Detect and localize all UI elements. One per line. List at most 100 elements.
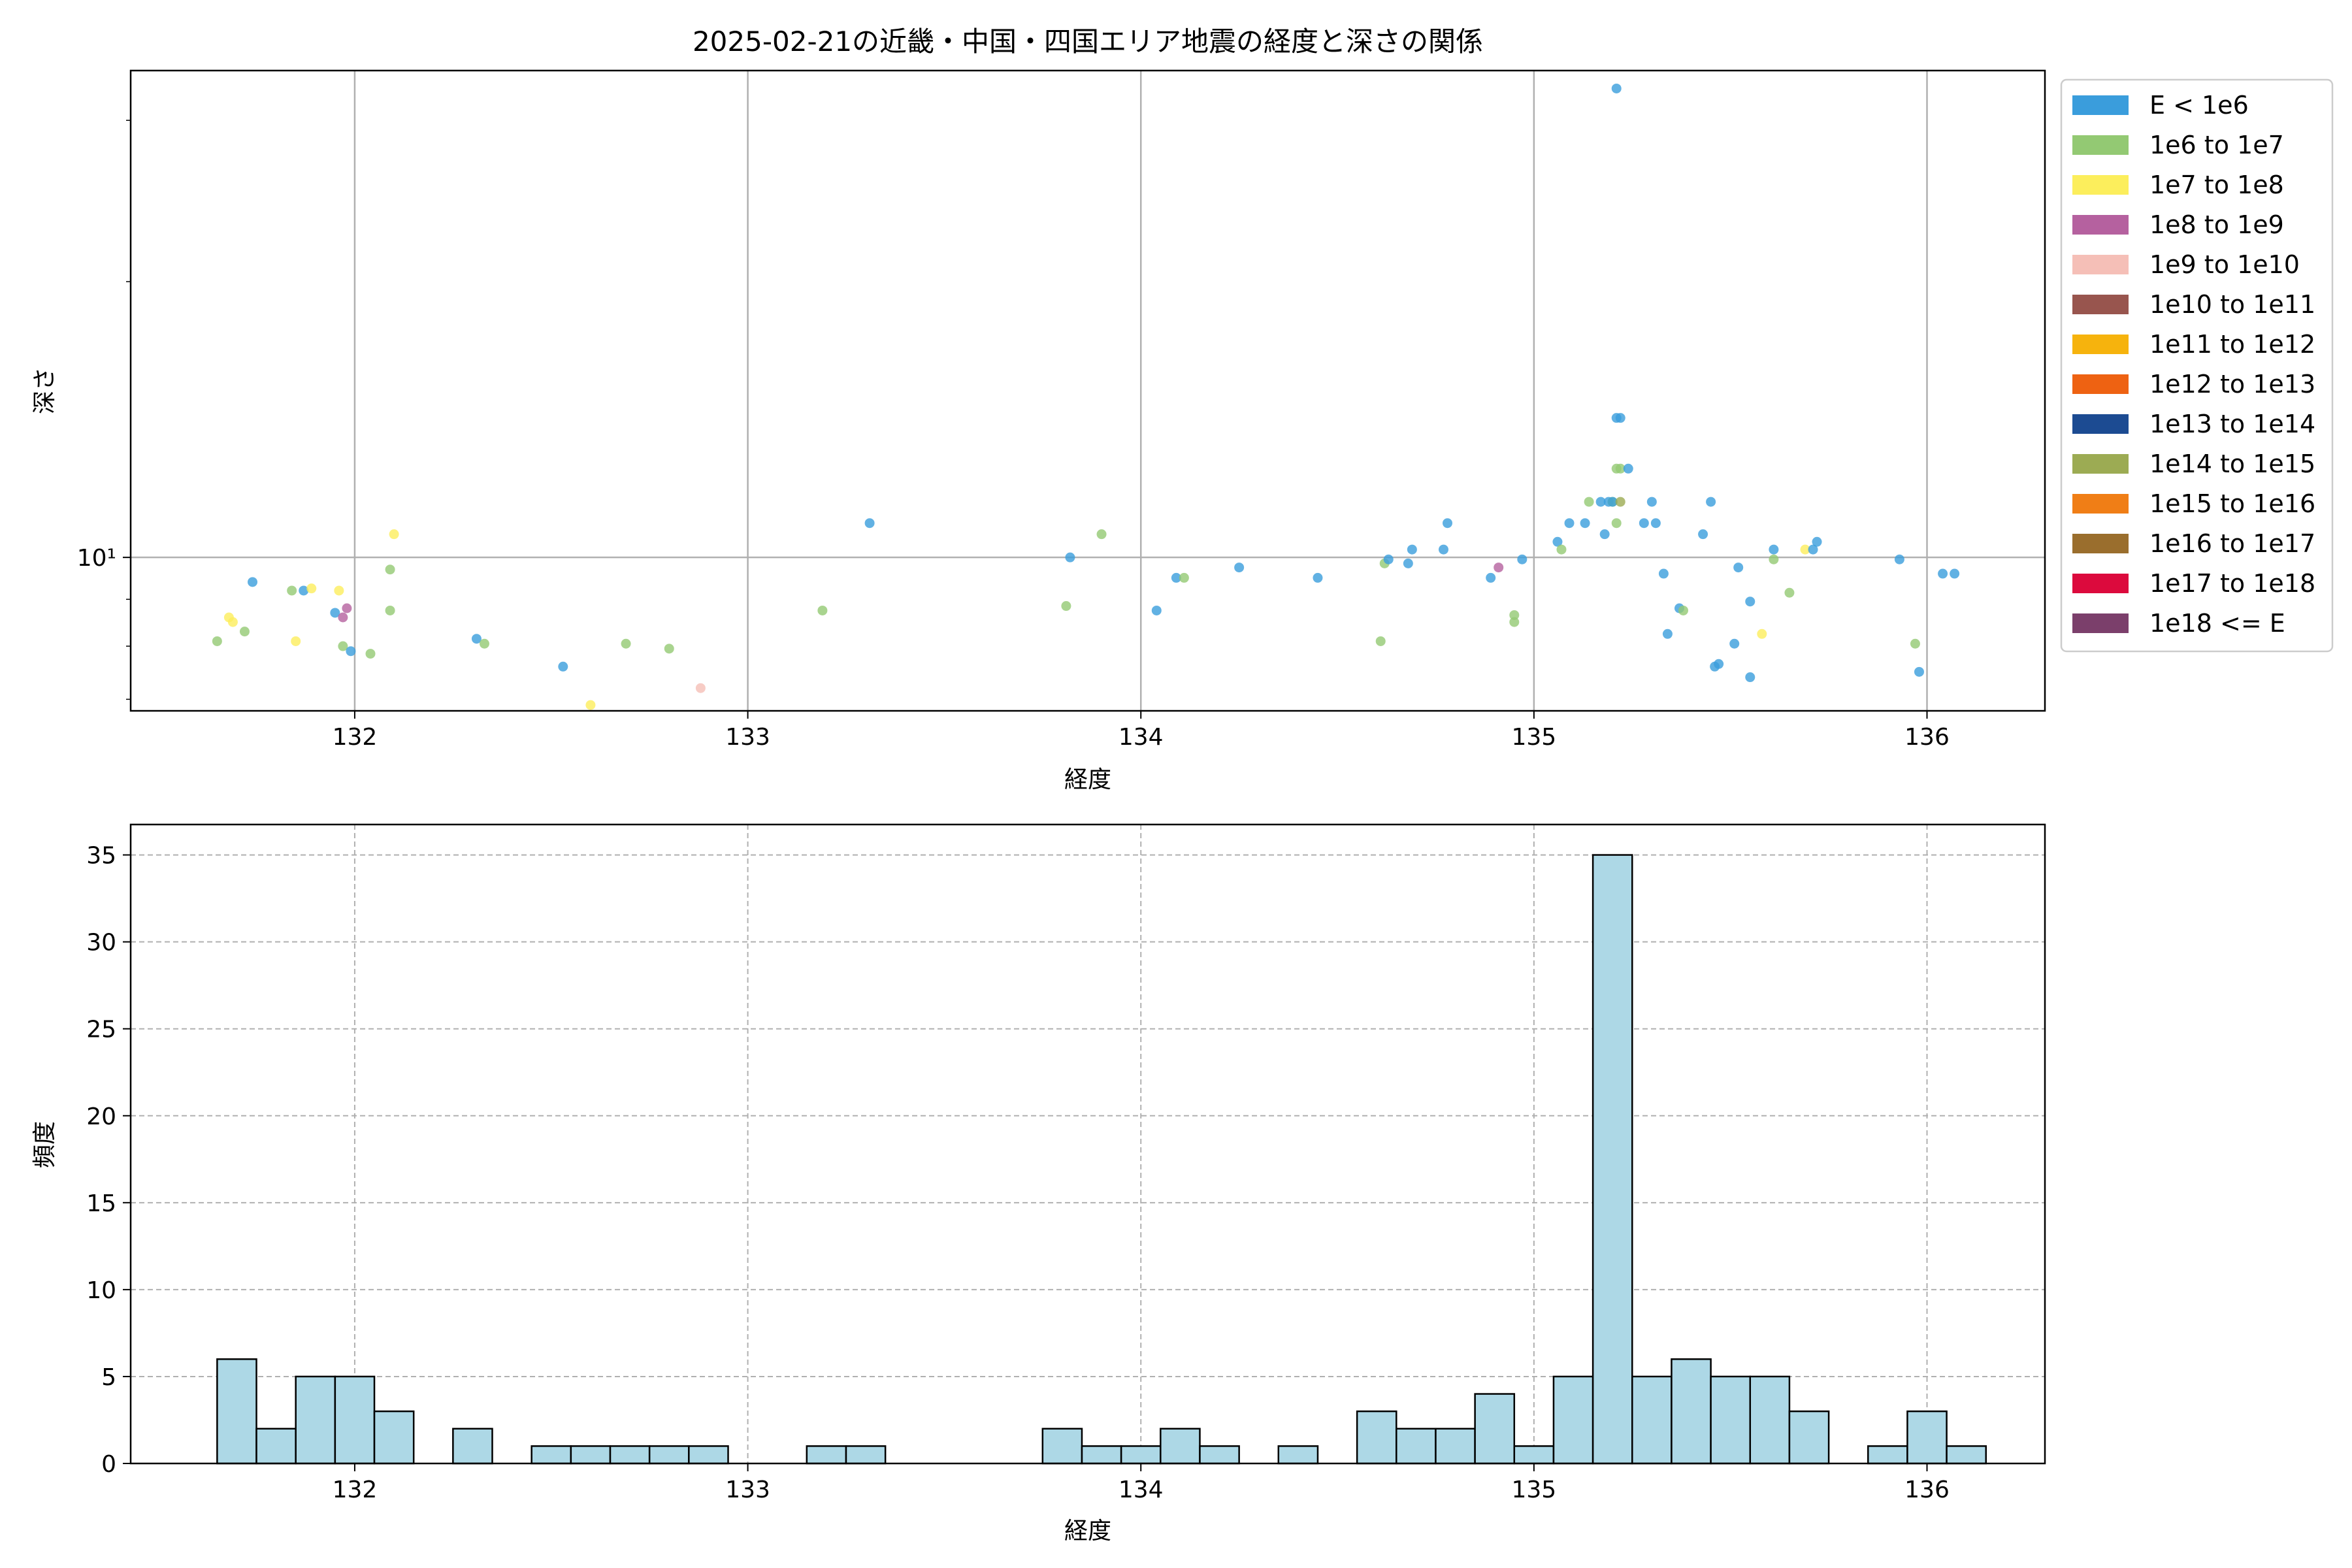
scatter-points [212, 83, 1960, 710]
scatter-point [1065, 552, 1075, 563]
scatter-point [338, 641, 348, 651]
legend-swatch [2072, 534, 2129, 553]
scatter-point [1714, 659, 1724, 669]
scatter-point [1179, 572, 1189, 583]
hist-bar [1788, 1410, 1830, 1465]
scatter-point [306, 583, 317, 594]
hist-ticks: 132 133 134 135 136 0 5 10 15 20 25 30 35 [86, 843, 1950, 1503]
scatter-x-tick-label: 135 [1512, 724, 1557, 751]
hist-bar [295, 1375, 336, 1465]
scatter-point [471, 634, 482, 644]
scatter-point [1615, 463, 1625, 474]
hist-bar [255, 1428, 297, 1465]
scatter-point [1733, 563, 1744, 573]
scatter-point [1678, 605, 1688, 615]
scatter-point [479, 638, 489, 649]
legend-label: 1e10 to 1e11 [2149, 290, 2315, 319]
scatter-point [1595, 497, 1606, 507]
hist-bar [1199, 1445, 1240, 1465]
scatter-y-tick-label: 10¹ [77, 545, 116, 572]
hist-bar [1552, 1375, 1594, 1465]
hist-y-axis-label: 頻度 [31, 1121, 58, 1168]
scatter-point [1171, 572, 1181, 583]
legend-label: 1e18 <= E [2149, 609, 2285, 638]
hist-bar [1906, 1410, 1948, 1465]
scatter-point [1623, 463, 1633, 474]
hist-y-tick-label: 25 [86, 1017, 116, 1043]
legend-swatch [2072, 374, 2129, 394]
scatter-x-tick-label: 132 [333, 724, 378, 751]
scatter-point [1662, 629, 1673, 639]
scatter-point [864, 518, 875, 529]
scatter-point [1639, 518, 1649, 529]
hist-bar [688, 1445, 729, 1465]
legend-frame [2060, 78, 2334, 653]
legend-swatch [2072, 414, 2129, 434]
scatter-point [1313, 572, 1323, 583]
hist-bar [1474, 1393, 1516, 1465]
scatter-point [1615, 497, 1625, 507]
scatter-point [817, 605, 828, 615]
hist-x-tick-label: 134 [1119, 1477, 1164, 1503]
scatter-point [1234, 563, 1245, 573]
scatter-point [1599, 529, 1610, 540]
scatter-y-axis-label: 深さ [31, 367, 58, 414]
hist-bar [648, 1445, 690, 1465]
scatter-point [558, 661, 568, 672]
scatter-point [1938, 568, 1948, 579]
scatter-point [212, 636, 222, 646]
legend-label: 1e16 to 1e17 [2149, 529, 2315, 558]
scatter-point [695, 683, 706, 693]
hist-bar [1867, 1445, 1908, 1465]
scatter-point [385, 564, 395, 575]
hist-x-axis-label: 経度 [1064, 1518, 1111, 1544]
scatter-point [1698, 529, 1708, 540]
hist-bar [570, 1445, 612, 1465]
scatter-point [1950, 568, 1960, 579]
legend-label: 1e15 to 1e16 [2149, 489, 2315, 518]
hist-bar [531, 1445, 572, 1465]
scatter-point [1894, 554, 1904, 564]
scatter-point [1096, 529, 1107, 540]
hist-bars [216, 854, 1987, 1465]
scatter-point [1584, 497, 1594, 507]
scatter-point [330, 608, 340, 618]
scatter-point [227, 617, 238, 627]
scatter-point [621, 638, 631, 649]
scatter-point [334, 585, 344, 596]
legend-label: 1e13 to 1e14 [2149, 410, 2315, 438]
legend-swatch [2072, 494, 2129, 514]
hist-y-tick-label: 20 [86, 1103, 116, 1130]
scatter-grid [131, 71, 2045, 711]
scatter-point [1151, 605, 1162, 615]
scatter-point [585, 700, 596, 710]
legend-swatch [2072, 175, 2129, 195]
hist-bar [1277, 1445, 1319, 1465]
hist-bar [334, 1375, 376, 1465]
legend-label: 1e17 to 1e18 [2149, 569, 2315, 598]
scatter-point [1517, 554, 1527, 564]
hist-bar [1671, 1358, 1712, 1465]
scatter-point [1438, 544, 1448, 555]
scatter-point [1486, 572, 1496, 583]
hist-bar [1592, 854, 1633, 1465]
legend-label: 1e6 to 1e7 [2149, 131, 2284, 159]
scatter-point [1383, 554, 1394, 564]
legend-label: 1e7 to 1e8 [2149, 171, 2284, 199]
scatter-plot-area [129, 69, 2046, 712]
scatter-point [1556, 544, 1567, 555]
scatter-point [342, 603, 352, 613]
scatter-point [1494, 563, 1504, 573]
scatter-point [1769, 544, 1779, 555]
scatter-point [1061, 601, 1071, 612]
hist-bar [1749, 1375, 1791, 1465]
legend-swatch [2072, 95, 2129, 115]
scatter-x-tick-label: 133 [725, 724, 770, 751]
scatter-point [248, 577, 258, 587]
scatter-point [1375, 636, 1386, 646]
scatter-chart: 2025-02-21の近畿・中国・四国エリア地震の経度と深さの関係 132 133… [31, 25, 2046, 793]
scatter-point [1808, 544, 1818, 555]
hist-plot-area [129, 823, 2046, 1465]
legend-swatch [2072, 295, 2129, 314]
